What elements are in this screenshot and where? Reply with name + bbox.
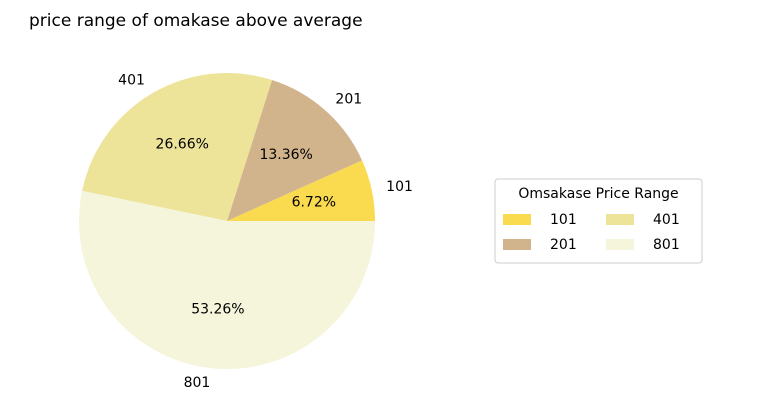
legend-label-101: 101 — [550, 212, 577, 228]
slice-label-201: 201 — [335, 92, 362, 108]
percent-label-801: 53.26% — [191, 301, 244, 317]
pie-slice-201 — [227, 80, 363, 221]
legend-label-401: 401 — [653, 212, 680, 228]
pie-slice-101 — [227, 160, 375, 221]
legend-frame — [494, 178, 703, 264]
percent-label-101: 6.72% — [292, 194, 336, 210]
legend-swatch-201 — [503, 239, 531, 250]
pie-slices — [79, 72, 376, 369]
slice-label-101: 101 — [386, 179, 413, 195]
percent-label-401: 26.66% — [156, 136, 209, 152]
legend-swatch-101 — [503, 214, 531, 225]
chart-title: price range of omakase above average — [29, 11, 363, 31]
legend-swatch-401 — [606, 214, 634, 225]
slice-labels: 101 201 401 801 — [118, 72, 413, 391]
slice-label-401: 401 — [118, 72, 145, 88]
legend-label-801: 801 — [653, 237, 680, 253]
percent-labels: 6.72% 13.36% 26.66% 53.26% — [156, 136, 337, 317]
percent-label-201: 13.36% — [259, 147, 312, 163]
pie-slice-801 — [79, 190, 376, 369]
slice-label-801: 801 — [184, 375, 211, 391]
legend: Omsakase Price Range 101 201 401 801 — [494, 178, 703, 264]
legend-label-201: 201 — [550, 237, 577, 253]
legend-title: Omsakase Price Range — [518, 186, 678, 202]
pie-slice-401 — [82, 72, 273, 221]
legend-swatch-801 — [606, 239, 634, 250]
legend-entries: 101 201 401 801 — [503, 212, 680, 253]
